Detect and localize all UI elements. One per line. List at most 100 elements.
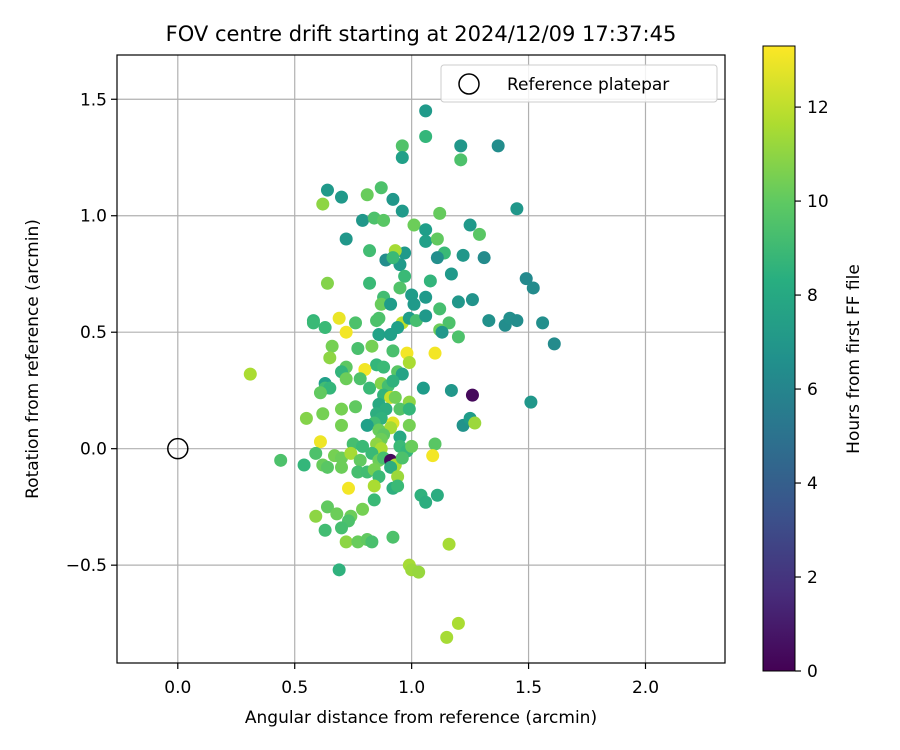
y-tick-label: 1.0 <box>80 207 107 227</box>
data-point <box>391 470 405 484</box>
data-point <box>412 565 426 579</box>
data-point <box>356 439 370 453</box>
data-point <box>342 481 356 495</box>
data-point <box>398 269 412 283</box>
data-point <box>395 367 409 381</box>
data-point <box>419 234 433 248</box>
data-point <box>360 418 374 432</box>
data-point <box>374 297 388 311</box>
data-point <box>386 251 400 265</box>
data-point <box>334 418 348 432</box>
data-point <box>393 281 407 295</box>
data-point <box>274 453 288 467</box>
data-point <box>334 521 348 535</box>
data-point <box>365 339 379 353</box>
data-point <box>313 435 327 449</box>
data-point <box>463 218 477 232</box>
data-point <box>451 295 465 309</box>
data-point <box>451 616 465 630</box>
data-point <box>325 339 339 353</box>
data-point <box>402 418 416 432</box>
data-point <box>407 297 421 311</box>
data-point <box>395 139 409 153</box>
data-point <box>405 439 419 453</box>
data-point <box>419 290 433 304</box>
plot-frame <box>116 54 726 664</box>
data-point <box>356 502 370 516</box>
data-point <box>320 183 334 197</box>
data-point <box>334 190 348 204</box>
data-point <box>433 302 447 316</box>
y-tick-label: 1.5 <box>80 90 107 110</box>
data-point <box>332 311 346 325</box>
data-point <box>524 395 538 409</box>
x-axis-label: Angular distance from reference (arcmin) <box>245 708 597 728</box>
data-point <box>386 374 400 388</box>
colorbar-tick-label: 8 <box>807 286 818 306</box>
data-point <box>320 500 334 514</box>
data-point <box>344 446 358 460</box>
data-point <box>334 402 348 416</box>
colorbar-tick-label: 12 <box>807 98 829 118</box>
data-point <box>519 272 533 286</box>
data-point <box>386 344 400 358</box>
data-point <box>430 488 444 502</box>
data-point <box>547 337 561 351</box>
data-point <box>306 316 320 330</box>
data-point <box>367 479 381 493</box>
data-point <box>472 227 486 241</box>
data-point <box>318 523 332 537</box>
data-point <box>407 218 421 232</box>
data-point <box>243 367 257 381</box>
data-point <box>377 213 391 227</box>
data-point <box>442 316 456 330</box>
data-point <box>430 251 444 265</box>
data-point <box>428 346 442 360</box>
data-point <box>377 360 391 374</box>
data-point <box>510 314 524 328</box>
colorbar-tick-label: 0 <box>807 662 818 682</box>
y-tick-label: 0.5 <box>80 323 107 343</box>
data-point <box>384 328 398 342</box>
legend-label: Reference platepar <box>507 75 669 95</box>
data-point <box>391 479 405 493</box>
data-point <box>374 181 388 195</box>
x-tick-label: 0.5 <box>281 678 308 698</box>
data-point <box>536 316 550 330</box>
data-point <box>395 204 409 218</box>
colorbar: 0 2 4 6 8 10 12 Hours from first FF file <box>762 45 864 682</box>
data-point <box>465 388 479 402</box>
data-point <box>442 537 456 551</box>
data-point <box>419 130 433 144</box>
data-point <box>339 325 353 339</box>
data-point <box>428 437 442 451</box>
data-point <box>353 453 367 467</box>
data-point <box>339 372 353 386</box>
data-point <box>477 251 491 265</box>
data-point <box>339 535 353 549</box>
data-point <box>349 400 363 414</box>
colorbar-ticks: 0 2 4 6 8 10 12 <box>795 98 829 682</box>
data-point <box>395 451 409 465</box>
data-point <box>320 276 334 290</box>
data-point <box>444 267 458 281</box>
data-point <box>297 458 311 472</box>
data-point <box>313 386 327 400</box>
data-point <box>318 321 332 335</box>
data-point <box>468 416 482 430</box>
y-axis: −0.5 0.0 0.5 1.0 1.5 <box>66 90 117 576</box>
data-point <box>372 328 386 342</box>
data-point <box>349 316 363 330</box>
legend: Reference platepar <box>440 64 718 103</box>
y-axis-label: Rotation from reference (arcmin) <box>23 219 43 499</box>
colorbar-gradient <box>762 45 796 672</box>
data-point <box>299 411 313 425</box>
y-tick-label: 0.0 <box>80 440 107 460</box>
x-axis: 0.0 0.5 1.0 1.5 2.0 <box>164 663 659 698</box>
data-point <box>363 381 377 395</box>
colorbar-label: Hours from first FF file <box>844 264 864 454</box>
data-point <box>339 232 353 246</box>
data-point <box>454 139 468 153</box>
data-point <box>456 248 470 262</box>
